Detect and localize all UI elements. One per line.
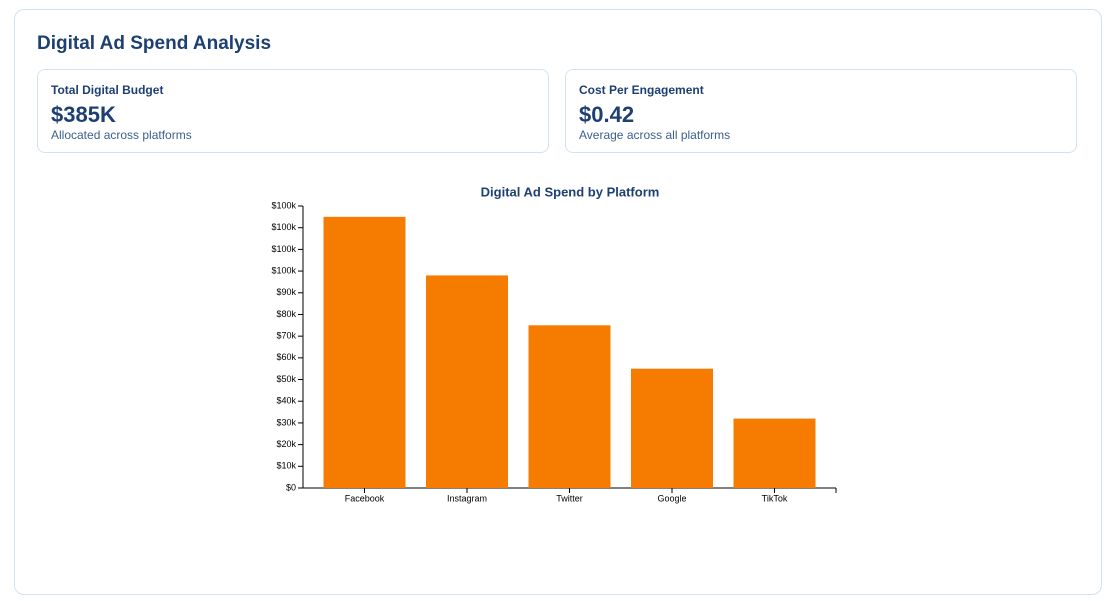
card-value: $0.42 — [579, 102, 635, 127]
bar — [323, 216, 406, 488]
x-tick-label: Twitter — [556, 493, 583, 503]
bar — [426, 275, 508, 488]
bar — [631, 368, 713, 488]
card-title: Total Digital Budget — [51, 83, 164, 97]
card-subtitle: Average across all platforms — [579, 128, 731, 142]
chart-title: Digital Ad Spend by Platform — [481, 184, 660, 199]
y-tick-label: $60k — [276, 352, 296, 362]
y-tick-label: $100k — [271, 200, 296, 210]
x-tick-label: Google — [657, 493, 686, 503]
dashboard-panel — [14, 9, 1102, 595]
x-tick-label: Facebook — [345, 493, 385, 503]
y-tick-label: $90k — [276, 287, 296, 297]
y-tick-label: $10k — [276, 461, 296, 471]
card-title: Cost Per Engagement — [579, 83, 704, 97]
metric-card: Cost Per Engagement $0.42 Average across… — [565, 69, 1077, 153]
y-tick-label: $100k — [271, 265, 296, 275]
y-tick-label: $40k — [276, 396, 296, 406]
y-tick-label: $50k — [276, 374, 296, 384]
y-tick-label: $30k — [276, 417, 296, 427]
page-title: Digital Ad Spend Analysis — [37, 33, 272, 54]
y-tick-label: $80k — [276, 309, 296, 319]
y-tick-label: $70k — [276, 331, 296, 341]
y-tick-label: $20k — [276, 439, 296, 449]
x-tick-label: Instagram — [447, 493, 487, 503]
y-tick-label: $0 — [286, 482, 296, 492]
x-tick-label: TikTok — [762, 493, 788, 503]
y-tick-label: $100k — [271, 222, 296, 232]
y-tick-label: $100k — [271, 244, 296, 254]
card-value: $385K — [51, 102, 116, 127]
card-subtitle: Allocated across platforms — [51, 128, 192, 142]
bar — [733, 418, 816, 488]
bar — [528, 325, 611, 488]
metric-card: Total Digital Budget $385K Allocated acr… — [37, 69, 549, 153]
